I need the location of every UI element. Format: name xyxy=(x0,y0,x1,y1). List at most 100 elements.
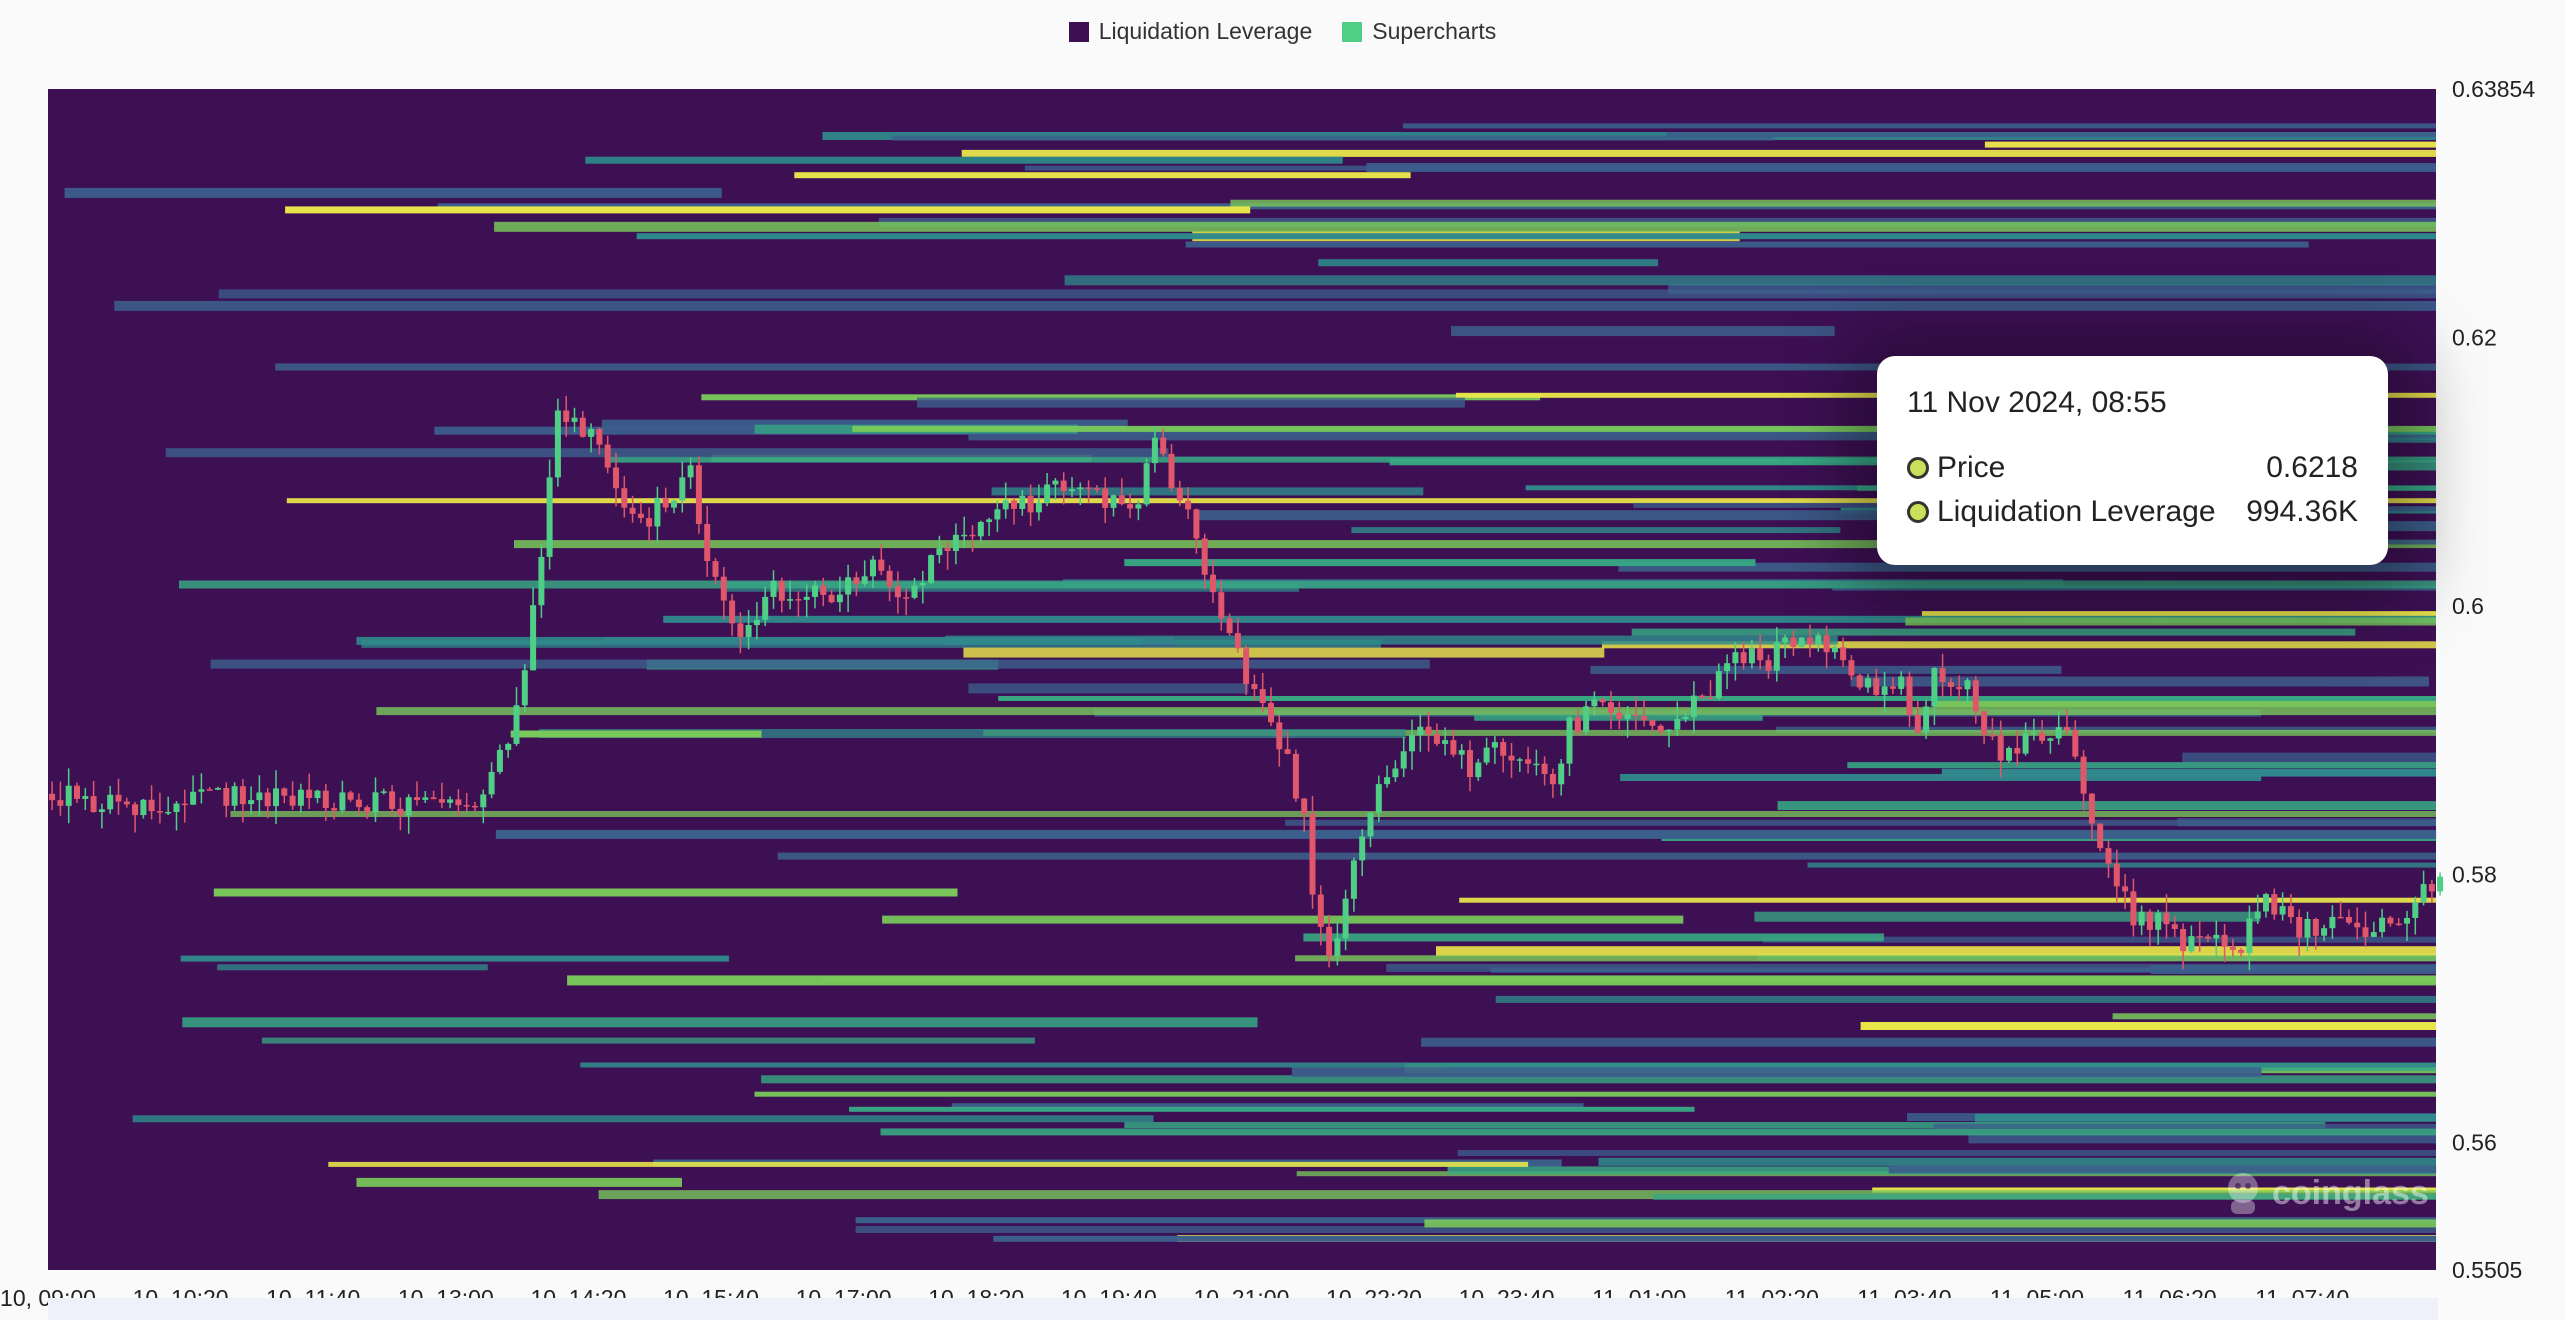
candle-body xyxy=(2138,911,2145,926)
legend-item[interactable]: Liquidation Leverage xyxy=(1068,18,1312,45)
candle-body xyxy=(2171,924,2178,929)
candle-body xyxy=(795,599,802,601)
leverage-dot-icon xyxy=(1907,501,1929,523)
candle-body xyxy=(1243,648,1250,684)
liquidation-band xyxy=(1777,801,2436,811)
candle-body xyxy=(306,789,313,798)
candle-body xyxy=(977,522,984,537)
candle-body xyxy=(2130,891,2137,926)
candle-body xyxy=(181,803,188,806)
candle-body xyxy=(2080,756,2087,794)
candle-body xyxy=(1019,495,1026,509)
candle-body xyxy=(2437,876,2444,892)
candle-body xyxy=(74,785,80,799)
candle-body xyxy=(1583,706,1590,732)
candle-body xyxy=(1326,926,1333,956)
candle-body xyxy=(778,580,785,601)
candle-body xyxy=(480,794,487,808)
liquidation-band xyxy=(777,852,2437,860)
candle-body xyxy=(613,467,619,489)
liquidation-band xyxy=(1124,1122,2326,1128)
liquidation-band xyxy=(1318,259,1659,267)
candle-body xyxy=(1574,717,1581,732)
liquidation-band xyxy=(1024,165,2436,171)
tooltip-leverage-label: Liquidation Leverage xyxy=(1937,495,2216,528)
candle-body xyxy=(2354,922,2361,928)
candle-body xyxy=(1276,722,1283,750)
candle-body xyxy=(787,599,794,601)
liquidation-band xyxy=(567,975,2436,986)
liquidation-band xyxy=(917,397,1465,408)
candle-body xyxy=(2097,823,2104,849)
candle-body xyxy=(861,576,868,584)
liquidation-band xyxy=(1872,1187,2436,1193)
coinglass-watermark: coinglass xyxy=(2222,1170,2429,1216)
candle-body xyxy=(1939,668,1946,683)
candle-body xyxy=(2163,912,2170,925)
candle-body xyxy=(389,791,396,809)
candle-body xyxy=(2039,732,2046,741)
legend-item[interactable]: Supercharts xyxy=(1342,18,1496,45)
candle-body xyxy=(1458,750,1465,755)
time-range-scrollbar[interactable] xyxy=(48,1298,2438,1320)
candle-body xyxy=(1234,633,1241,649)
candle-body xyxy=(554,410,561,478)
candle-body xyxy=(2122,886,2129,892)
candle-body xyxy=(1002,500,1009,510)
candle-body xyxy=(1840,647,1847,661)
candle-body xyxy=(762,596,769,620)
candle-body xyxy=(355,799,362,808)
liquidation-band xyxy=(1185,241,2309,248)
candle-body xyxy=(422,797,429,800)
candle-body xyxy=(256,792,263,801)
liquidation-band xyxy=(1351,527,1841,534)
liquidation-band xyxy=(213,888,958,897)
liquidation-band xyxy=(495,829,2437,839)
candle-body xyxy=(1044,484,1051,503)
candle-body xyxy=(322,790,329,808)
liquidation-band xyxy=(983,729,2436,736)
candle-body xyxy=(1790,637,1797,647)
candle-body xyxy=(1027,495,1034,513)
candle-body xyxy=(82,796,89,799)
candle-body xyxy=(820,585,827,595)
candle-body xyxy=(1069,489,1075,492)
liquidation-band xyxy=(849,1106,1695,1112)
liquidation-band xyxy=(1124,559,1756,567)
liquidation-band xyxy=(882,915,1684,924)
liquidation-band xyxy=(701,394,1541,401)
liquidation-band xyxy=(598,1190,2436,1200)
candle-body xyxy=(994,509,1001,520)
candle-body xyxy=(2238,949,2245,953)
candle-body xyxy=(1823,635,1830,653)
liquidation-band xyxy=(165,448,1169,458)
candle-body xyxy=(438,799,445,803)
liquidation-band xyxy=(1888,1165,2437,1174)
candle-body xyxy=(264,792,271,807)
tooltip-price-value: 0.6218 xyxy=(2266,451,2358,484)
coinglass-logo-icon xyxy=(2228,1173,2258,1214)
candle-body xyxy=(1773,642,1780,671)
candle-body xyxy=(1632,714,1639,717)
candle-body xyxy=(695,465,702,524)
candle-body xyxy=(496,749,503,772)
candle-body xyxy=(2337,916,2344,919)
candle-body xyxy=(1143,463,1150,505)
candle-body xyxy=(239,786,246,805)
candle-body xyxy=(563,410,570,422)
candle-body xyxy=(2263,894,2269,912)
candle-body xyxy=(579,417,586,437)
liquidation-band xyxy=(180,955,729,962)
candle-body xyxy=(2304,919,2311,938)
candle-body xyxy=(1798,637,1805,648)
candle-body xyxy=(463,805,470,807)
candle-body xyxy=(1765,660,1772,671)
liquidation-band xyxy=(1590,665,2062,674)
candle-body xyxy=(1782,637,1789,643)
y-tick-label: 0.63854 xyxy=(2452,76,2535,102)
liquidation-band xyxy=(1291,1067,2262,1077)
liquidation-band xyxy=(1762,936,2436,943)
liquidation-band xyxy=(218,289,2436,299)
candle-body xyxy=(1309,814,1316,895)
